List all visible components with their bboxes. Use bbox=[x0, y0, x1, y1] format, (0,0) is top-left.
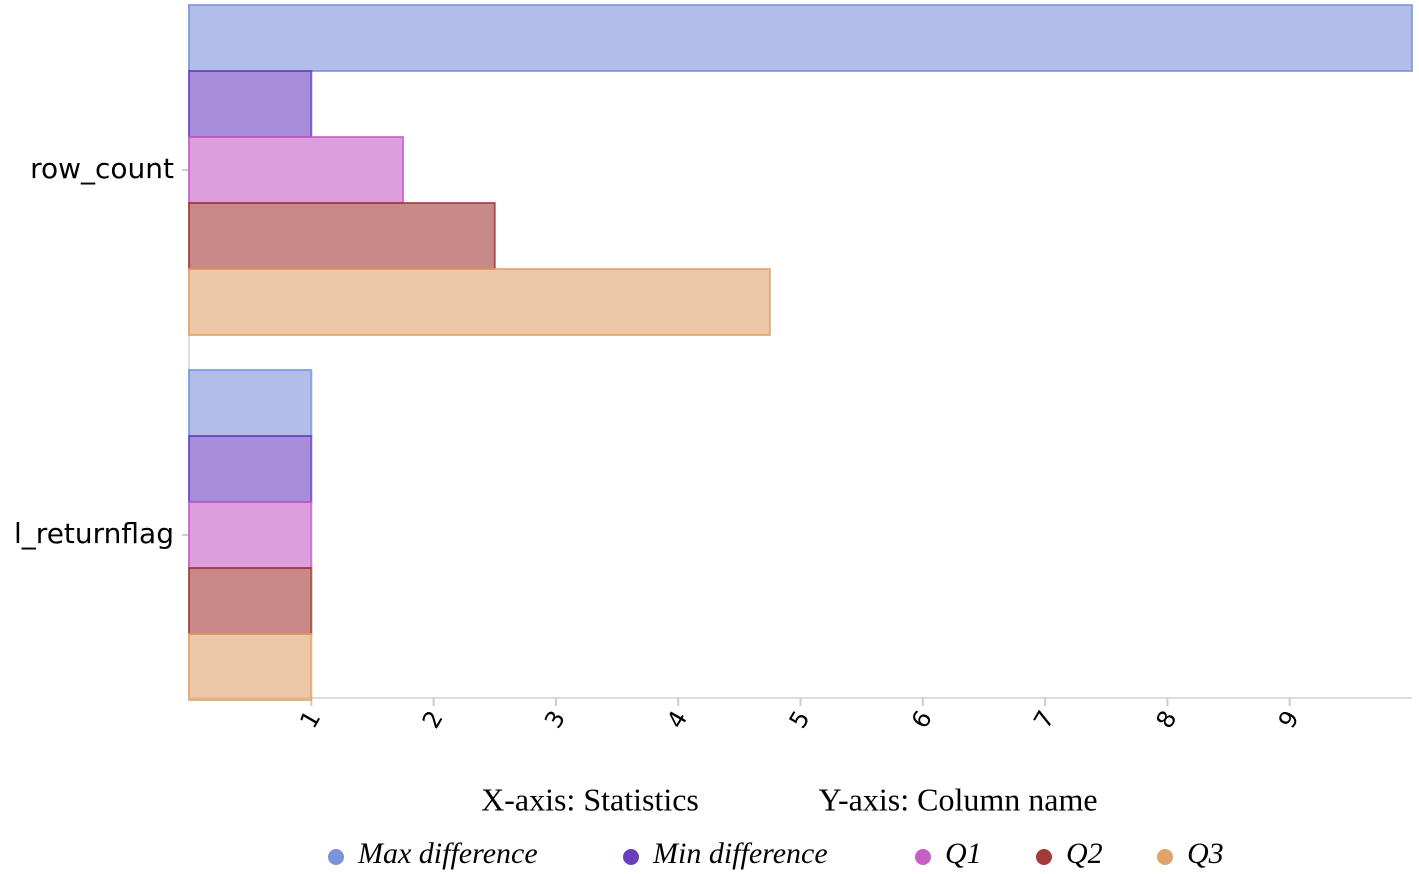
legend-label: Q3 bbox=[1187, 837, 1224, 870]
bar bbox=[188, 202, 496, 270]
x-axis-caption: X-axis: Statistics bbox=[481, 781, 699, 817]
bar bbox=[188, 435, 313, 503]
x-tick-label: 6 bbox=[906, 706, 938, 733]
bar bbox=[188, 4, 1413, 72]
bar bbox=[188, 268, 771, 336]
legend-marker bbox=[328, 849, 344, 865]
legend-label: Max difference bbox=[357, 837, 538, 870]
y-axis-caption: Y-axis: Column name bbox=[818, 781, 1097, 817]
y-tick-label: row_count bbox=[30, 152, 174, 185]
legend-label: Q2 bbox=[1066, 837, 1103, 870]
legend-label: Q1 bbox=[945, 837, 982, 870]
bar bbox=[188, 567, 313, 635]
x-tick-label: 7 bbox=[1028, 706, 1060, 733]
legend-label: Min difference bbox=[652, 837, 828, 870]
x-tick-label: 3 bbox=[539, 706, 571, 733]
bar bbox=[188, 136, 405, 204]
x-tick-label: 2 bbox=[417, 706, 449, 733]
legend-marker bbox=[1036, 849, 1052, 865]
bar bbox=[188, 501, 313, 569]
x-tick-label: 8 bbox=[1151, 706, 1183, 733]
legend-marker bbox=[1157, 849, 1173, 865]
legend-marker bbox=[915, 849, 931, 865]
x-tick-label: 1 bbox=[294, 706, 326, 733]
y-tick-label: l_returnflag bbox=[14, 517, 174, 550]
x-tick-label: 9 bbox=[1273, 706, 1305, 733]
x-tick-label: 5 bbox=[784, 706, 816, 733]
bar bbox=[188, 369, 313, 437]
x-tick-label: 4 bbox=[661, 706, 693, 733]
legend-marker bbox=[623, 849, 639, 865]
bar bbox=[188, 70, 313, 138]
bar bbox=[188, 633, 313, 701]
